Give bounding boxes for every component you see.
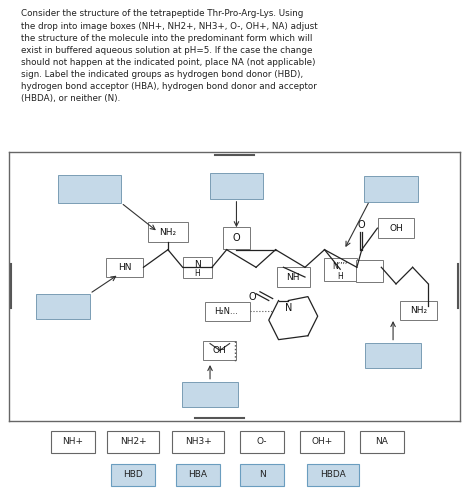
- Text: N: N: [194, 260, 201, 269]
- Text: NA: NA: [376, 437, 388, 446]
- Text: NH₂: NH₂: [410, 306, 427, 315]
- Bar: [400, 300, 437, 320]
- Bar: [240, 464, 284, 486]
- Text: HBDA: HBDA: [320, 471, 346, 480]
- Bar: [240, 431, 284, 453]
- Bar: [172, 431, 224, 453]
- Text: H₂N...: H₂N...: [214, 307, 238, 316]
- Text: O: O: [358, 220, 365, 230]
- Text: HN: HN: [118, 263, 132, 272]
- Bar: [277, 267, 310, 287]
- Text: NH3+: NH3+: [185, 437, 212, 446]
- Bar: [176, 464, 220, 486]
- Text: NH: NH: [287, 272, 300, 281]
- Bar: [36, 294, 90, 319]
- Bar: [364, 176, 418, 202]
- Text: N’’’’: N’’’’: [333, 262, 348, 271]
- Bar: [210, 173, 264, 199]
- Bar: [324, 257, 357, 281]
- Text: N: N: [285, 303, 292, 313]
- Bar: [111, 464, 155, 486]
- Bar: [300, 431, 344, 453]
- Bar: [360, 431, 404, 453]
- Text: OH+: OH+: [311, 437, 333, 446]
- Text: HBA: HBA: [189, 471, 207, 480]
- Bar: [365, 343, 422, 368]
- Bar: [378, 219, 414, 238]
- Text: Consider the structure of the tetrapeptide Thr-Pro-Arg-Lys. Using
the drop into : Consider the structure of the tetrapepti…: [21, 9, 317, 104]
- Text: NH+: NH+: [62, 437, 83, 446]
- Text: O: O: [248, 292, 256, 302]
- Text: OH: OH: [213, 346, 227, 355]
- Bar: [51, 431, 95, 453]
- Bar: [205, 301, 250, 321]
- Text: NH₂: NH₂: [159, 228, 176, 237]
- Text: N: N: [258, 471, 265, 480]
- Bar: [182, 256, 212, 278]
- Text: O-: O-: [257, 437, 267, 446]
- Bar: [223, 227, 250, 249]
- Text: NH2+: NH2+: [120, 437, 146, 446]
- Bar: [182, 381, 238, 407]
- Text: HBD: HBD: [123, 471, 143, 480]
- Text: O: O: [233, 233, 240, 243]
- Bar: [307, 464, 359, 486]
- Bar: [58, 175, 121, 203]
- Text: OH: OH: [389, 224, 403, 233]
- Bar: [106, 257, 144, 277]
- Bar: [356, 260, 383, 282]
- Text: H: H: [195, 268, 200, 278]
- Bar: [107, 431, 159, 453]
- Bar: [148, 222, 188, 242]
- Bar: [203, 341, 236, 360]
- Text: H: H: [337, 271, 343, 280]
